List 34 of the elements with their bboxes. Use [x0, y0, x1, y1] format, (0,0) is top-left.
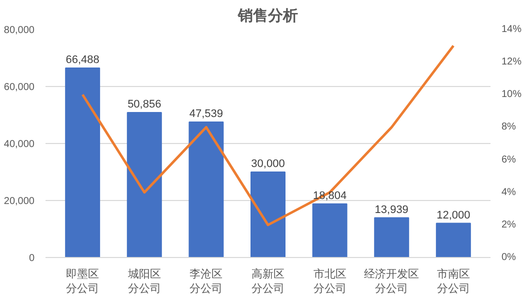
y-tick-label: 60,000	[4, 82, 35, 93]
data-label: 50,856	[128, 98, 162, 111]
bar	[65, 68, 100, 258]
chart-title: 销售分析	[237, 8, 298, 24]
bar	[250, 172, 286, 258]
y2-tick-label: 12%	[502, 56, 522, 68]
data-label: 12,000	[436, 209, 470, 222]
bar	[126, 112, 162, 258]
y-tick-label: 80,000	[4, 25, 35, 36]
data-label: 47,539	[189, 108, 224, 120]
y2-tick-label: 6%	[502, 154, 516, 166]
bar	[436, 222, 471, 258]
y2-tick-label: 10%	[502, 89, 522, 100]
bar	[312, 203, 348, 258]
y2-tick-label: 4%	[502, 186, 516, 198]
x-tick-label: 市南区分公司	[436, 268, 470, 295]
bar	[188, 122, 224, 258]
data-label: 66,488	[66, 54, 100, 66]
y2-tick-label: 14%	[502, 24, 522, 35]
data-label: 30,000	[251, 158, 285, 170]
x-tick-label: 李沧区分公司	[190, 268, 223, 295]
y2-tick-label: 8%	[502, 122, 516, 133]
x-tick-label: 经济开发区分公司	[364, 268, 420, 295]
y2-tick-label: 2%	[502, 219, 516, 230]
x-tick-label: 城阳区分公司	[126, 268, 161, 295]
x-tick-label: 市北区分公司	[313, 268, 346, 295]
x-tick-label: 即墨区分公司	[66, 268, 100, 295]
x-tick-label: 高新区分公司	[252, 268, 284, 295]
data-label: 13,939	[374, 204, 408, 216]
y-tick-label: 40,000	[4, 139, 35, 150]
y2-tick-label: 0%	[502, 252, 516, 263]
y-tick-label: 0	[28, 253, 35, 264]
y-tick-label: 20,000	[4, 196, 35, 207]
bar	[374, 217, 410, 258]
